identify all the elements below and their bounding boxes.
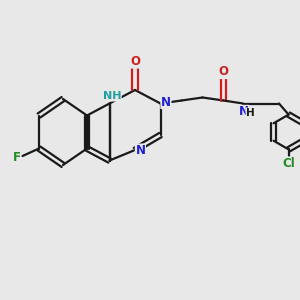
Text: N: N — [238, 105, 249, 119]
Text: O: O — [218, 65, 229, 79]
Text: Cl: Cl — [282, 157, 295, 170]
Text: H: H — [246, 108, 255, 118]
Text: N: N — [135, 144, 146, 157]
Text: N: N — [161, 95, 171, 109]
Text: NH: NH — [103, 91, 121, 101]
Text: F: F — [13, 151, 20, 164]
Text: O: O — [130, 55, 140, 68]
